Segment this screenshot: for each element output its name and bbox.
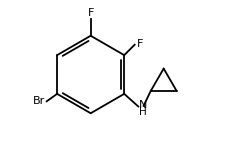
Text: N: N [139,100,147,110]
Text: H: H [139,107,146,117]
Text: F: F [87,8,94,18]
Text: F: F [136,39,143,49]
Text: Br: Br [33,96,45,106]
